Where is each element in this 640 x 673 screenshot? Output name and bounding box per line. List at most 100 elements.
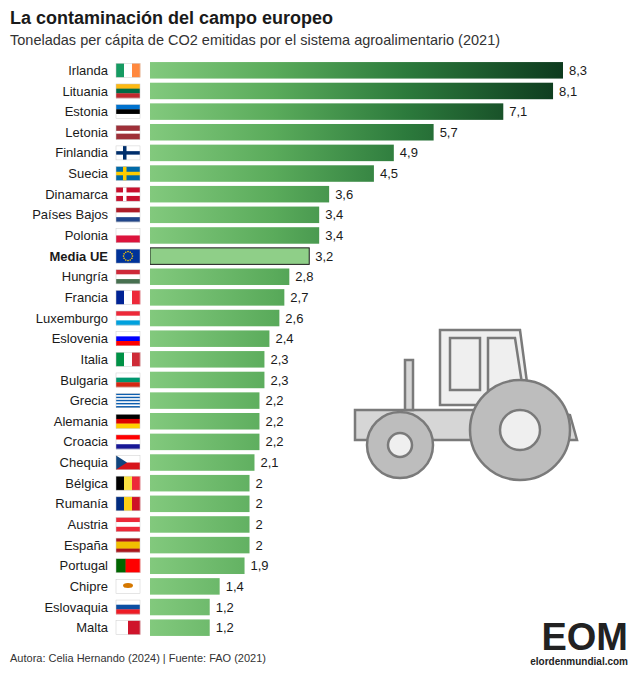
data-label: 2,8 — [295, 269, 313, 284]
flag — [116, 228, 140, 242]
flag-stripe — [132, 476, 140, 490]
flag-stripe — [116, 497, 124, 511]
data-label: 2 — [256, 517, 263, 532]
flag-stripe — [124, 63, 132, 77]
flag-stripe — [116, 290, 124, 304]
flag — [116, 63, 140, 77]
category-label: Francia — [65, 290, 109, 305]
data-label: 3,4 — [325, 207, 343, 222]
tractor-wheel-front — [367, 412, 433, 478]
data-label: 4,5 — [380, 166, 398, 181]
category-label: Irlanda — [68, 63, 109, 78]
bar — [150, 186, 329, 203]
flag-border — [116, 435, 140, 449]
flag — [116, 187, 140, 201]
category-label: Suecia — [68, 166, 109, 181]
bar — [150, 145, 394, 162]
flag-stripe — [116, 378, 140, 383]
flag-stripe — [116, 84, 140, 89]
flag — [116, 167, 140, 181]
bar — [150, 330, 269, 347]
flag — [116, 559, 140, 573]
bar — [150, 434, 259, 451]
flag-stripe — [116, 517, 140, 522]
flag — [116, 105, 140, 119]
flag — [116, 538, 140, 552]
flag-stripe — [116, 600, 140, 605]
bar — [150, 413, 259, 430]
flag-border — [116, 600, 140, 614]
tractor-hub-front — [388, 433, 412, 457]
category-label: Chipre — [70, 579, 108, 594]
source: Autora: Celia Hernando (2024) | Fuente: … — [10, 652, 266, 664]
flag-stripe — [116, 373, 140, 378]
flag — [116, 517, 140, 531]
bar — [150, 83, 553, 100]
category-label: Luxemburgo — [36, 311, 108, 326]
flag-stripe — [116, 134, 140, 140]
flag-stripe — [116, 382, 140, 387]
data-labels: 8,38,17,15,74,94,53,63,43,43,22,82,72,62… — [216, 63, 587, 635]
chart: La contaminación del campo europeoTonela… — [0, 0, 640, 673]
flag — [116, 621, 140, 635]
flag-stripe — [132, 352, 140, 366]
flag-cross — [116, 151, 140, 155]
bar — [150, 351, 264, 368]
flag-stripe — [124, 290, 132, 304]
data-label: 3,6 — [335, 187, 353, 202]
flag-border — [116, 208, 140, 222]
flag-stripe — [116, 105, 140, 110]
tractor-wheel-rear — [470, 380, 570, 480]
tractor-icon — [355, 330, 577, 480]
category-label: Italia — [81, 352, 109, 367]
category-label: Eslovenia — [52, 331, 109, 346]
bar — [150, 557, 245, 574]
flag-star — [129, 251, 131, 253]
flag-triangle — [116, 456, 127, 470]
bar — [150, 207, 319, 224]
bar — [150, 454, 254, 471]
category-label: Letonia — [65, 125, 108, 140]
category-label: Finlandia — [55, 145, 109, 160]
category-label: Chequia — [60, 455, 109, 470]
data-label: 2,3 — [270, 352, 288, 367]
category-label: Rumanía — [55, 496, 109, 511]
bar — [150, 392, 259, 409]
flag-stripe — [116, 476, 124, 490]
flag-stripe — [116, 352, 124, 366]
data-label: 2,2 — [265, 414, 283, 429]
flag-border — [116, 249, 140, 263]
flag-star — [129, 259, 131, 261]
category-label: Estonia — [65, 104, 109, 119]
data-label: 2,3 — [270, 373, 288, 388]
category-label: Grecia — [70, 393, 109, 408]
flag-stripe — [116, 320, 140, 325]
flag-border — [116, 476, 140, 490]
flag — [116, 146, 140, 160]
flag-border — [116, 517, 140, 531]
bar — [150, 372, 264, 389]
flag — [116, 332, 140, 346]
flag-stripe — [116, 311, 140, 316]
data-label: 4,9 — [400, 145, 418, 160]
flag-star — [125, 259, 127, 261]
category-label: Dinamarca — [45, 187, 109, 202]
tractor-hub-rear — [500, 410, 540, 450]
data-label: 2 — [256, 476, 263, 491]
flag-stripe — [116, 579, 140, 593]
flag-cross — [116, 172, 140, 176]
flag-stripe — [116, 527, 140, 532]
flag-border — [116, 414, 140, 428]
bar — [150, 475, 250, 492]
category-label: Lituania — [62, 84, 108, 99]
data-label: 2,1 — [260, 455, 278, 470]
logo-url: elordenmundial.com — [530, 656, 628, 667]
flag-border — [116, 167, 140, 181]
bar — [150, 268, 289, 285]
flag — [116, 394, 140, 408]
flag-stripe — [116, 341, 140, 346]
category-label: Hungría — [62, 269, 109, 284]
data-label: 2,4 — [275, 331, 293, 346]
flag-field — [116, 146, 140, 160]
flag-star — [123, 258, 125, 260]
